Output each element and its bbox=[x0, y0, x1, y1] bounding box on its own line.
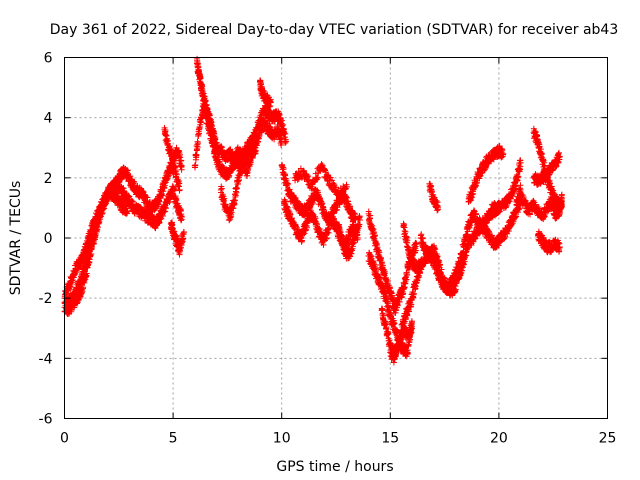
data-point bbox=[178, 213, 185, 220]
data-point bbox=[126, 193, 133, 200]
data-point bbox=[112, 190, 119, 197]
data-point bbox=[170, 160, 177, 167]
data-point bbox=[176, 180, 183, 187]
data-point bbox=[151, 213, 158, 220]
data-point bbox=[159, 212, 166, 219]
data-point bbox=[162, 208, 169, 215]
data-point bbox=[80, 284, 87, 291]
data-point bbox=[156, 198, 163, 205]
data-point bbox=[96, 219, 103, 226]
data-point bbox=[83, 270, 90, 277]
series-track-e bbox=[167, 219, 187, 258]
data-point bbox=[163, 132, 170, 139]
data-point bbox=[176, 186, 183, 193]
data-point bbox=[162, 205, 169, 212]
data-point bbox=[124, 167, 131, 174]
series-track-d bbox=[161, 124, 185, 173]
data-point bbox=[83, 247, 90, 254]
data-point bbox=[171, 187, 178, 194]
data-point bbox=[194, 140, 201, 147]
data-point bbox=[162, 127, 169, 134]
data-point bbox=[77, 263, 84, 270]
data-point bbox=[233, 185, 240, 192]
data-points bbox=[61, 55, 565, 366]
data-point bbox=[101, 205, 108, 212]
data-point bbox=[84, 244, 91, 251]
data-point bbox=[91, 237, 98, 244]
data-point bbox=[173, 171, 180, 178]
data-point bbox=[159, 192, 166, 199]
series-track-c bbox=[63, 185, 131, 317]
data-point bbox=[165, 137, 172, 144]
series-track-l bbox=[291, 161, 350, 200]
data-point bbox=[124, 207, 131, 214]
data-point bbox=[123, 202, 130, 209]
data-point bbox=[161, 182, 168, 189]
